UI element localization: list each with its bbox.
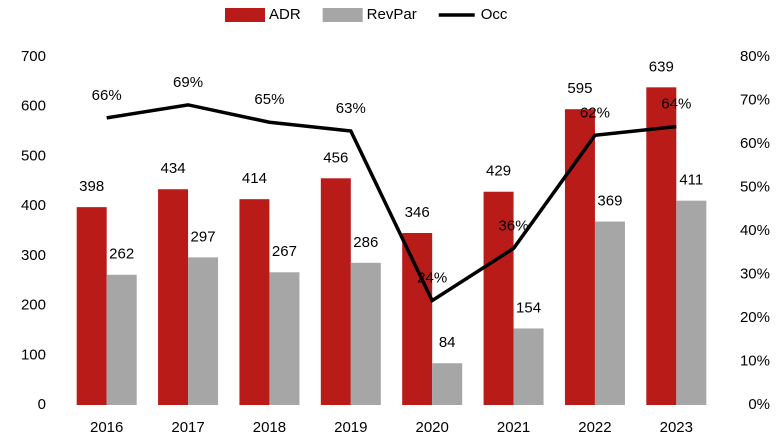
bar [76, 207, 107, 405]
data-label: 639 [649, 58, 674, 75]
data-label: 369 [597, 193, 622, 210]
legend-swatch [225, 8, 265, 22]
data-label: 429 [486, 163, 511, 180]
data-label: 36% [499, 217, 529, 234]
legend-label: ADR [269, 6, 301, 23]
data-label: 154 [516, 299, 541, 316]
y2-tick-label: 30% [740, 265, 770, 282]
data-label: 267 [272, 243, 297, 260]
data-label: 297 [191, 228, 216, 245]
data-label: 398 [79, 178, 104, 195]
bar [350, 262, 381, 405]
y-tick-label: 300 [21, 247, 46, 264]
data-label: 456 [323, 149, 348, 166]
data-label: 434 [161, 160, 186, 177]
x-tick-label: 2021 [497, 419, 530, 436]
y2-tick-label: 50% [740, 178, 770, 195]
data-label: 262 [109, 246, 134, 263]
data-label: 595 [567, 80, 592, 97]
data-label: 24% [417, 270, 447, 287]
y-tick-label: 200 [21, 297, 46, 314]
x-tick-label: 2023 [660, 419, 693, 436]
bar [513, 328, 544, 405]
x-tick-label: 2020 [416, 419, 449, 436]
line [106, 103, 677, 304]
bar [402, 232, 433, 405]
x-tick-label: 2017 [171, 419, 204, 436]
data-label: 69% [173, 74, 203, 91]
legend-swatch [322, 8, 363, 22]
data-label: 66% [92, 87, 122, 104]
y-tick-label: 500 [21, 147, 46, 164]
y2-tick-label: 10% [740, 352, 770, 369]
x-tick-label: 2022 [578, 419, 611, 436]
legend-label: RevPar [367, 6, 417, 23]
bar [158, 189, 189, 405]
data-label: 62% [580, 104, 610, 121]
bar [188, 257, 219, 405]
y-tick-label: 100 [21, 346, 46, 363]
bar [676, 200, 707, 405]
bar [594, 221, 625, 405]
legend-label: Occ [481, 6, 508, 23]
bar [269, 272, 300, 405]
bar [106, 274, 137, 405]
x-tick-label: 2019 [334, 419, 367, 436]
bar [320, 178, 351, 405]
y2-tick-label: 70% [740, 91, 770, 108]
y2-tick-label: 20% [740, 309, 770, 326]
y2-tick-label: 0% [748, 396, 770, 413]
y-tick-label: 400 [21, 197, 46, 214]
data-label: 411 [679, 172, 703, 189]
data-label: 84 [439, 334, 456, 351]
data-label: 63% [336, 100, 366, 117]
y2-tick-label: 80% [740, 48, 770, 65]
data-label: 346 [405, 204, 430, 221]
bar [646, 87, 677, 405]
y-tick-label: 600 [21, 98, 46, 115]
x-tick-label: 2016 [90, 419, 123, 436]
y-tick-label: 0 [38, 396, 46, 413]
bar [432, 363, 463, 405]
bar [239, 199, 270, 405]
x-tick-label: 2018 [253, 419, 286, 436]
data-label: 286 [353, 234, 378, 251]
y2-tick-label: 40% [740, 222, 770, 239]
data-label: 65% [254, 91, 284, 108]
data-label: 414 [242, 170, 267, 187]
y2-tick-label: 60% [740, 135, 770, 152]
bar [483, 191, 514, 405]
data-label: 64% [661, 96, 691, 113]
y-tick-label: 700 [21, 48, 46, 65]
